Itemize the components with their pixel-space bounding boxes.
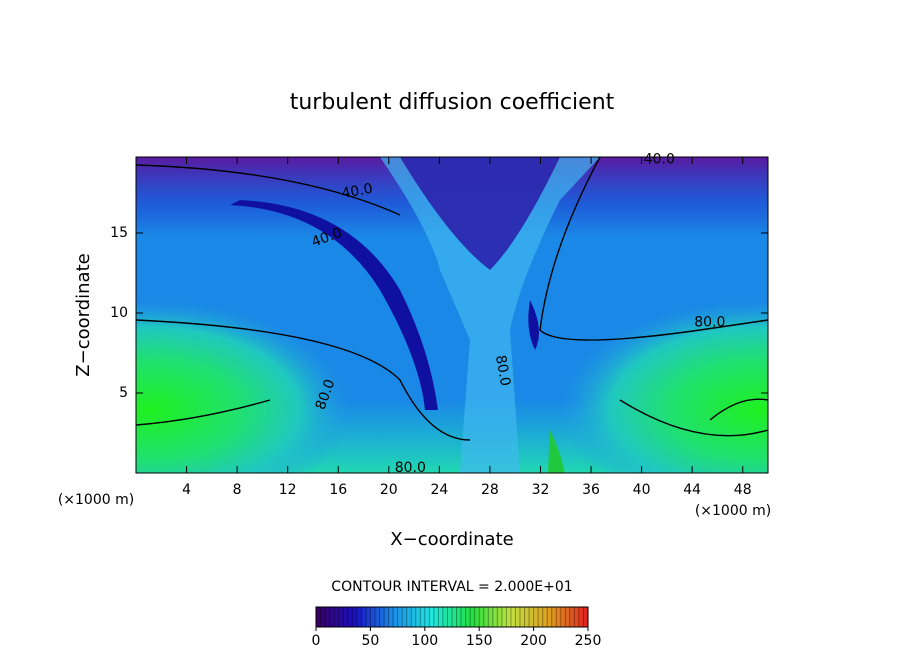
colorbar-tick-label: 150 bbox=[466, 633, 493, 649]
colorbar-tick-label: 100 bbox=[411, 633, 438, 649]
x-tick-label: 4 bbox=[182, 482, 191, 498]
y-axis-label: Z−coordinate bbox=[73, 253, 94, 376]
chart-title: turbulent diffusion coefficient bbox=[290, 90, 615, 115]
x-tick-label: 48 bbox=[734, 482, 752, 498]
x-tick-label: 8 bbox=[233, 482, 242, 498]
y-tick-label: 15 bbox=[110, 225, 128, 241]
colorbar-tick-label: 200 bbox=[520, 633, 547, 649]
x-tick-label: 32 bbox=[532, 482, 550, 498]
colorbar bbox=[315, 606, 589, 628]
colorbar-tick-label: 0 bbox=[312, 633, 321, 649]
contour-label: 80.0 bbox=[492, 354, 513, 387]
x-tick-label: 44 bbox=[683, 482, 701, 498]
contour-label: 80.0 bbox=[694, 315, 725, 331]
x-tick-label: 16 bbox=[329, 482, 347, 498]
x-unit-label: (×1000 m) bbox=[58, 492, 134, 508]
x-tick-label: 40 bbox=[633, 482, 651, 498]
y-tick-label: 10 bbox=[110, 305, 128, 321]
contour-interval: CONTOUR INTERVAL = 2.000E+01 bbox=[331, 579, 572, 595]
x-axis-label: X−coordinate bbox=[390, 529, 513, 550]
x-tick-label: 28 bbox=[481, 482, 499, 498]
x-tick-label: 36 bbox=[582, 482, 600, 498]
contour-label: 80.0 bbox=[395, 460, 426, 476]
contour-label: 40.0 bbox=[340, 181, 373, 202]
y-tick-label: 5 bbox=[119, 385, 128, 401]
x-unit-label: (×1000 m) bbox=[695, 503, 771, 519]
colorbar-tick-label: 250 bbox=[575, 633, 602, 649]
colorbar-tick-label: 50 bbox=[361, 633, 379, 649]
plot-frame bbox=[135, 156, 769, 474]
contour-label: 40.0 bbox=[644, 151, 675, 167]
field bbox=[136, 157, 768, 473]
x-tick-label: 20 bbox=[380, 482, 398, 498]
x-tick-label: 12 bbox=[279, 482, 297, 498]
x-tick-label: 24 bbox=[430, 482, 448, 498]
